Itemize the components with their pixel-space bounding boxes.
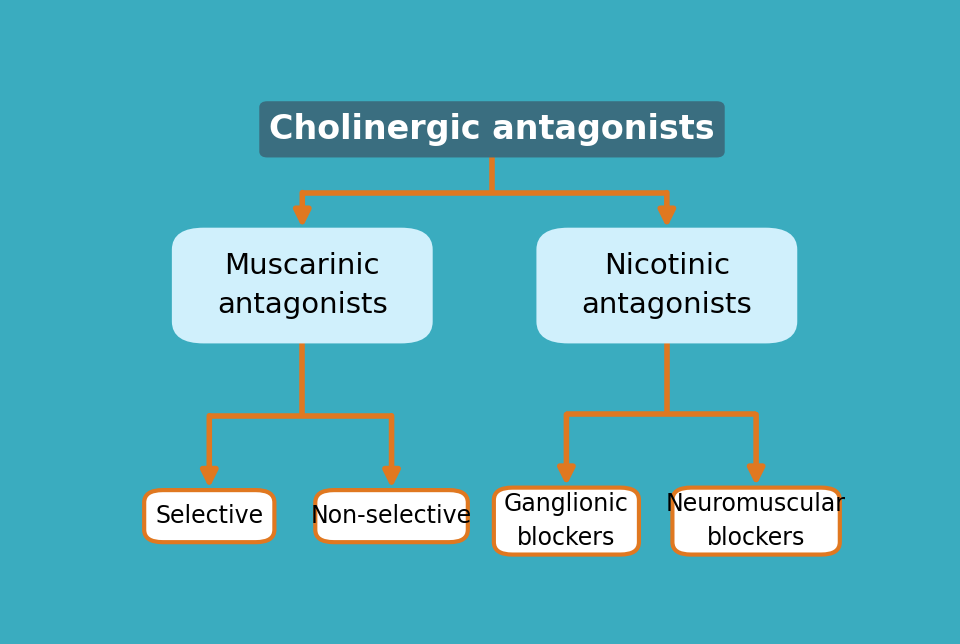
FancyBboxPatch shape xyxy=(493,488,639,554)
FancyBboxPatch shape xyxy=(315,490,468,542)
Text: Muscarinic
antagonists: Muscarinic antagonists xyxy=(217,252,388,319)
Text: Cholinergic antagonists: Cholinergic antagonists xyxy=(269,113,715,146)
Text: Selective: Selective xyxy=(156,504,263,528)
Text: Neuromuscular
blockers: Neuromuscular blockers xyxy=(666,493,846,550)
Text: Non-selective: Non-selective xyxy=(311,504,472,528)
FancyBboxPatch shape xyxy=(261,103,723,155)
FancyBboxPatch shape xyxy=(672,488,840,554)
Text: Nicotinic
antagonists: Nicotinic antagonists xyxy=(582,252,753,319)
Text: Ganglionic
blockers: Ganglionic blockers xyxy=(504,493,629,550)
FancyBboxPatch shape xyxy=(144,490,275,542)
FancyBboxPatch shape xyxy=(174,230,431,341)
FancyBboxPatch shape xyxy=(539,230,795,341)
